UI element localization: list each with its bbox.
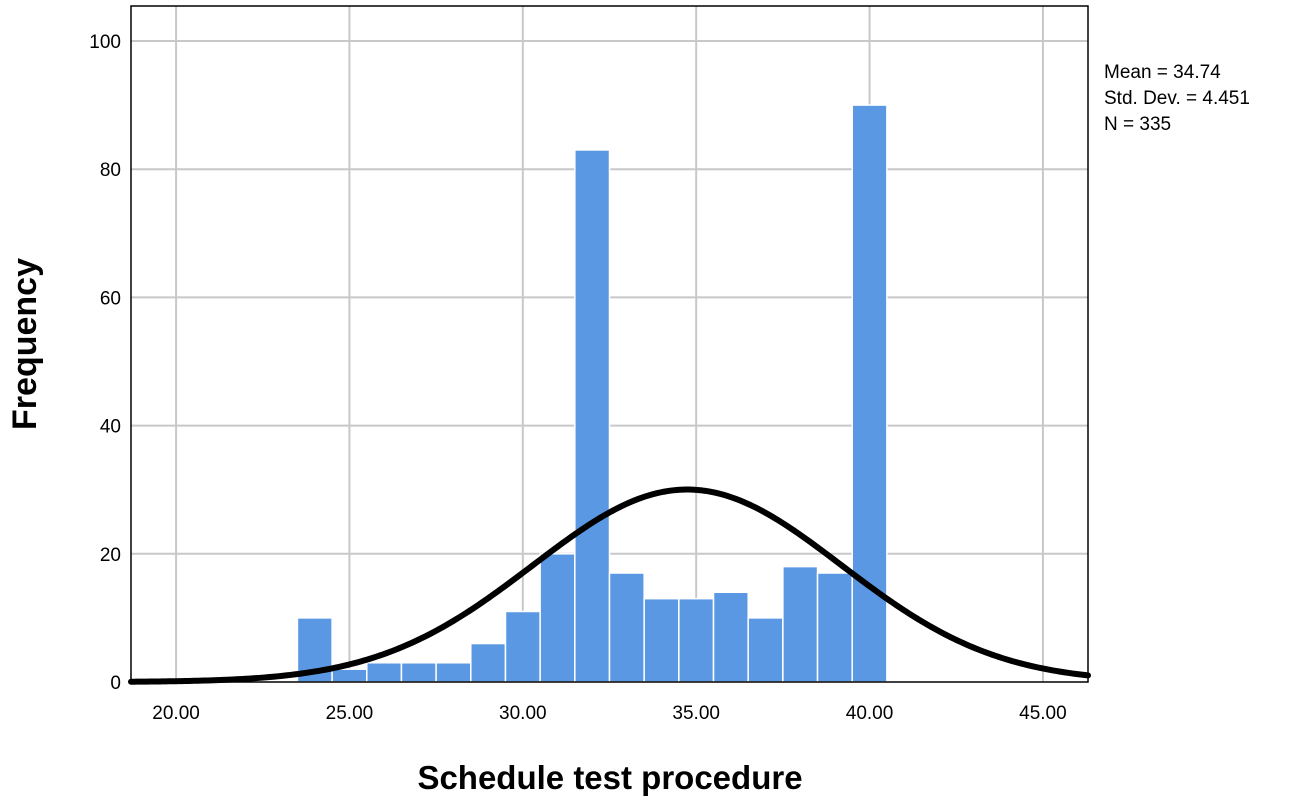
x-tick-label: 40.00 — [846, 703, 894, 724]
x-tick-label: 20.00 — [152, 703, 200, 724]
x-axis-tick-labels: 20.00 25.00 30.00 35.00 40.00 45.00 — [152, 703, 1066, 724]
histogram-bar — [470, 642, 507, 683]
x-tick-label: 35.00 — [672, 703, 720, 724]
normal-curve — [128, 486, 1091, 685]
histogram-bar — [782, 565, 819, 683]
x-tick-label: 45.00 — [1019, 703, 1067, 724]
y-tick-label: 20 — [100, 545, 121, 566]
histogram-bar — [816, 572, 853, 683]
y-tick-label: 60 — [100, 288, 121, 309]
stats-box: Mean = 34.74 Std. Dev. = 4.451 N = 335 — [1104, 62, 1250, 135]
stats-std-dev: Std. Dev. = 4.451 — [1104, 88, 1250, 109]
y-tick-label: 100 — [89, 32, 121, 53]
histogram-bar — [504, 610, 541, 683]
y-tick-label: 80 — [100, 160, 121, 181]
y-axis-tick-labels: 0 20 40 60 80 100 — [89, 32, 121, 694]
y-axis-title: Frequency — [6, 258, 44, 430]
histogram-bar — [643, 597, 680, 683]
stats-n: N = 335 — [1104, 114, 1171, 135]
bars — [296, 104, 888, 683]
x-axis-title: Schedule test procedure — [417, 759, 802, 796]
histogram-bar — [678, 597, 715, 683]
histogram-bar — [747, 617, 784, 683]
histogram-bar — [574, 149, 611, 683]
x-tick-label: 30.00 — [499, 703, 547, 724]
plot-frame — [130, 5, 1089, 683]
stats-mean: Mean = 34.74 — [1104, 62, 1221, 83]
histogram-bar — [712, 591, 749, 683]
histogram-bar — [539, 553, 576, 683]
x-tick-label: 25.00 — [326, 703, 374, 724]
y-tick-label: 0 — [110, 673, 121, 694]
histogram-bar — [366, 662, 403, 683]
histogram-bar — [331, 668, 368, 683]
histogram-bar — [400, 662, 437, 683]
y-tick-label: 40 — [100, 417, 121, 438]
histogram-bar — [608, 572, 645, 683]
histogram-bar — [435, 662, 472, 683]
